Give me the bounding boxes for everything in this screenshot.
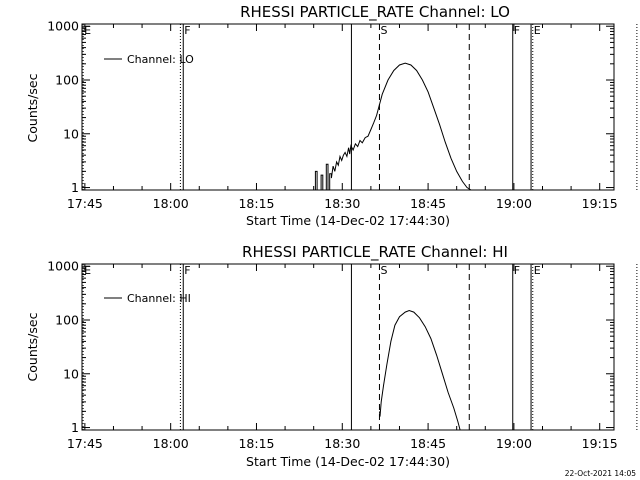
series-line [379, 309, 461, 431]
chart-title: RHESSI PARTICLE_RATE Channel: HI [242, 243, 508, 262]
x-tick-label: 17:45 [67, 436, 103, 451]
x-tick-label: 18:45 [410, 436, 446, 451]
event-marker-label: E [84, 24, 91, 37]
x-tick-label: 18:30 [324, 196, 360, 211]
x-tick-label: 17:45 [67, 196, 103, 211]
x-tick-label: 18:15 [238, 436, 274, 451]
generation-timestamp: 22-Oct-2021 14:05 [565, 469, 636, 478]
panel-hi: RHESSI PARTICLE_RATE Channel: HI Start T… [25, 243, 638, 469]
y-tick-label: 1 [71, 180, 79, 195]
event-marker-label: F [184, 24, 190, 37]
y-axis-title: Counts/sec [25, 312, 40, 381]
x-tick-label: 19:15 [582, 196, 618, 211]
y-tick-label: 100 [55, 312, 79, 327]
chart-title: RHESSI PARTICLE_RATE Channel: LO [240, 3, 510, 22]
event-marker-label: F [514, 24, 520, 37]
plot-frame [81, 263, 615, 431]
x-tick-label: 18:00 [153, 196, 189, 211]
event-marker-label: E [534, 264, 541, 277]
x-tick-label: 18:30 [324, 436, 360, 451]
legend-label: Channel: HI [127, 292, 191, 305]
y-axis-title: Counts/sec [25, 73, 40, 142]
y-tick-label: 1000 [47, 19, 79, 34]
event-marker-label: S [380, 24, 387, 37]
event-marker-label: F [184, 264, 190, 277]
y-tick-label: 10 [63, 366, 79, 381]
y-tick-label: 1000 [47, 259, 79, 274]
panel-lo: RHESSI PARTICLE_RATE Channel: LO Start T… [25, 3, 638, 228]
x-tick-label: 19:00 [496, 196, 532, 211]
y-tick-label: 10 [63, 126, 79, 141]
y-tick-label: 1 [71, 420, 79, 435]
plot-frame [81, 23, 615, 191]
x-tick-label: 19:15 [582, 436, 618, 451]
x-tick-label: 18:00 [153, 436, 189, 451]
y-tick-label: 100 [55, 72, 79, 87]
x-tick-label: 19:00 [496, 436, 532, 451]
x-tick-label: 18:45 [410, 196, 446, 211]
x-tick-label: 18:15 [238, 196, 274, 211]
event-marker-label: E [534, 24, 541, 37]
x-axis-title: Start Time (14-Dec-02 17:44:30) [246, 454, 450, 469]
legend-label: Channel: LO [127, 53, 194, 66]
event-marker-label: S [380, 264, 387, 277]
series-line [314, 62, 472, 191]
event-marker-label: E [84, 264, 91, 277]
x-axis-title: Start Time (14-Dec-02 17:44:30) [246, 213, 450, 228]
event-marker-label: F [514, 264, 520, 277]
